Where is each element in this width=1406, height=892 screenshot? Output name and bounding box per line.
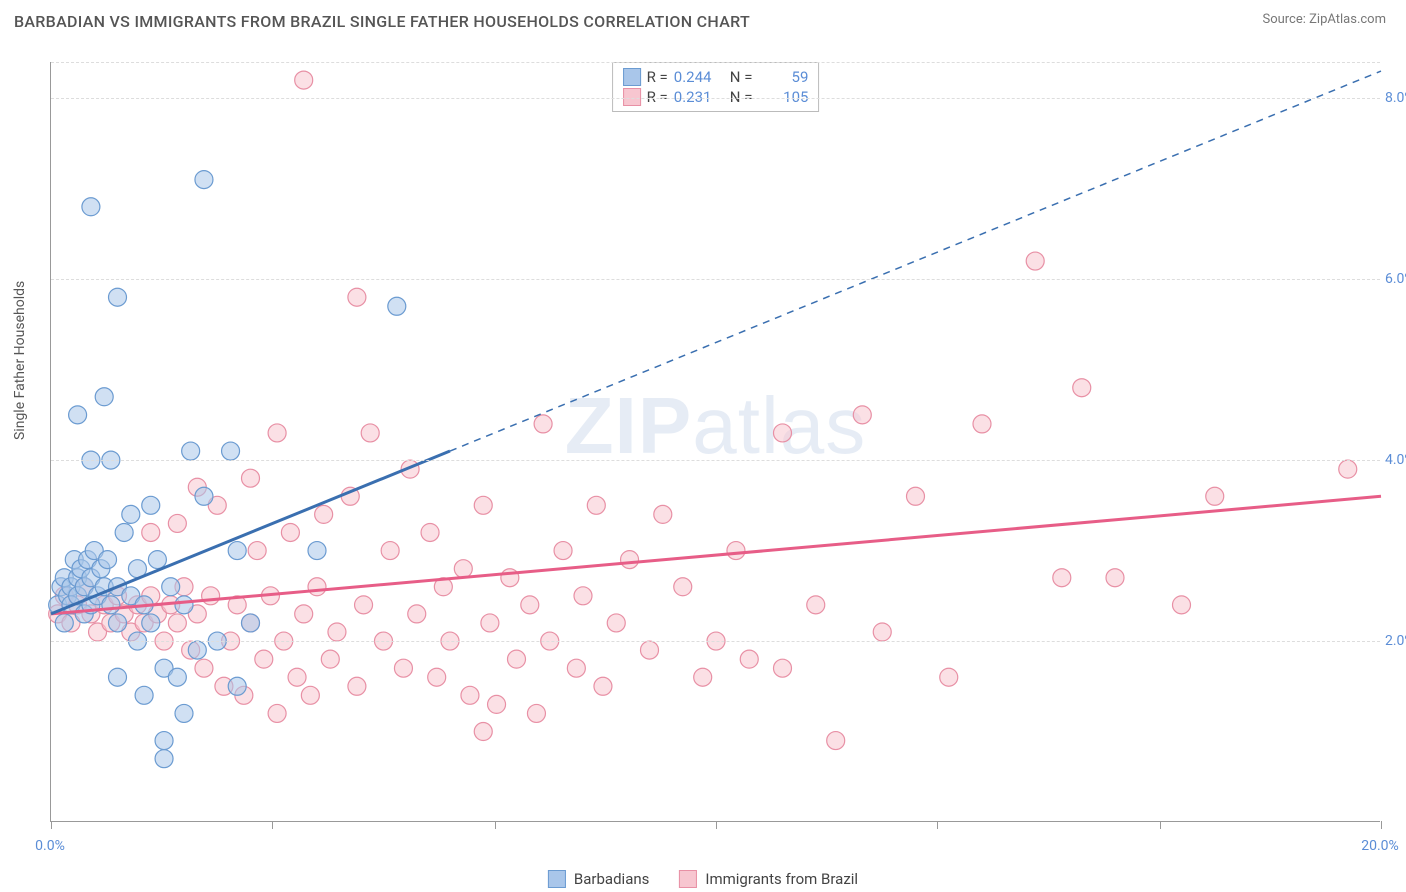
n-label: N = — [730, 88, 753, 106]
legend-item-1: Barbadians — [548, 870, 649, 888]
x-tick-label-right: 20.0% — [1361, 838, 1399, 854]
y-tick-label: 8.0% — [1385, 90, 1406, 106]
x-tick-label-left: 0.0% — [35, 838, 65, 854]
stats-row-2: R = 0.231 N = 105 — [623, 87, 809, 107]
r-value-2: 0.231 — [674, 88, 724, 106]
stats-box: R = 0.244 N = 59 R = 0.231 N = 105 — [612, 62, 820, 112]
r-label: R = — [647, 68, 668, 86]
bottom-legend: Barbadians Immigrants from Brazil — [548, 870, 858, 888]
y-axis-title: Single Father Households — [12, 281, 28, 440]
legend-item-2: Immigrants from Brazil — [679, 870, 858, 888]
legend-label-1: Barbadians — [574, 870, 649, 888]
legend-swatch-pink — [679, 870, 697, 888]
swatch-blue — [623, 68, 641, 86]
y-tick-label: 6.0% — [1385, 271, 1406, 287]
n-value-1: 59 — [758, 68, 808, 86]
r-label: R = — [647, 88, 668, 106]
stats-row-1: R = 0.244 N = 59 — [623, 67, 809, 87]
chart-title: BARBADIAN VS IMMIGRANTS FROM BRAZIL SING… — [14, 12, 750, 31]
plot-area: ZIPatlas R = 0.244 N = 59 R = 0.231 N = … — [50, 62, 1380, 822]
swatch-pink — [623, 88, 641, 106]
n-label: N = — [730, 68, 753, 86]
legend-swatch-blue — [548, 870, 566, 888]
n-value-2: 105 — [758, 88, 808, 106]
r-value-1: 0.244 — [674, 68, 724, 86]
y-tick-label: 4.0% — [1385, 452, 1406, 468]
legend-label-2: Immigrants from Brazil — [705, 870, 858, 888]
chart-svg — [51, 62, 1380, 821]
source-label: Source: ZipAtlas.com — [1262, 12, 1386, 27]
y-tick-label: 2.0% — [1385, 633, 1406, 649]
